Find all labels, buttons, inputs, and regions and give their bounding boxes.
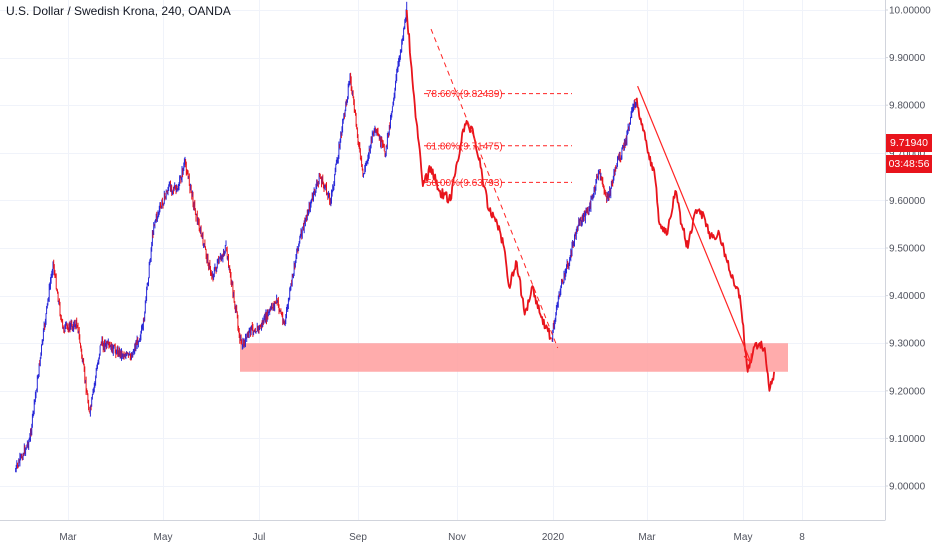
chart-title: U.S. Dollar / Swedish Krona, 240, OANDA (6, 4, 231, 18)
price-tick-label: 9.80000 (889, 101, 926, 112)
time-tick-label: 8 (799, 532, 805, 543)
annotations: 78.60%(9.82439) 61.80%(9.71475) 50.00%(9.6… (424, 28, 752, 364)
price-tick-label: 9.20000 (889, 386, 926, 397)
price-tick-label: 9.50000 (889, 244, 926, 255)
time-axis[interactable]: Mar May Jul Sep Nov 2020 Mar May 8 (59, 532, 805, 543)
time-tick-label: 2020 (542, 532, 565, 543)
price-series (15, 1, 775, 473)
price-axis[interactable]: 9.00000 9.10000 9.20000 9.30000 9.40000 9.500… (885, 6, 931, 493)
dashed-trend-line (430, 28, 559, 349)
price-tick-label: 9.40000 (889, 291, 926, 302)
price-tick-label: 9.60000 (889, 196, 926, 207)
price-tick-label: 9.70000 (889, 148, 926, 159)
support-zone (240, 343, 788, 372)
fib-level-label: 50.00%(9.63793) (426, 178, 503, 189)
time-tick-label: Nov (448, 532, 466, 543)
time-tick-label: May (154, 532, 173, 543)
price-tick-label: 9.00000 (889, 482, 926, 493)
last-price-badge: 9.71940 (886, 134, 932, 152)
time-tick-label: Sep (349, 532, 367, 543)
fib-level-label: 61.80%(9.71475) (426, 141, 503, 152)
grid (0, 0, 885, 520)
time-tick-label: Mar (638, 532, 656, 543)
axes (0, 0, 886, 521)
time-tick-label: May (734, 532, 753, 543)
price-tick-label: 9.10000 (889, 434, 926, 445)
time-tick-label: Mar (59, 532, 77, 543)
trend-arrow-line (637, 85, 752, 363)
price-tick-label: 9.90000 (889, 53, 926, 64)
price-line-red (405, 9, 552, 340)
support-zone-layer (240, 343, 788, 372)
trend-arrow-head (743, 353, 752, 364)
fib-level-label: 78.60%(9.82439) (426, 89, 503, 100)
time-tick-label: Jul (253, 532, 266, 543)
countdown-badge: 03:48:56 (886, 155, 932, 173)
price-tick-label: 9.30000 (889, 339, 926, 350)
price-tick-label: 10.00000 (889, 6, 931, 17)
